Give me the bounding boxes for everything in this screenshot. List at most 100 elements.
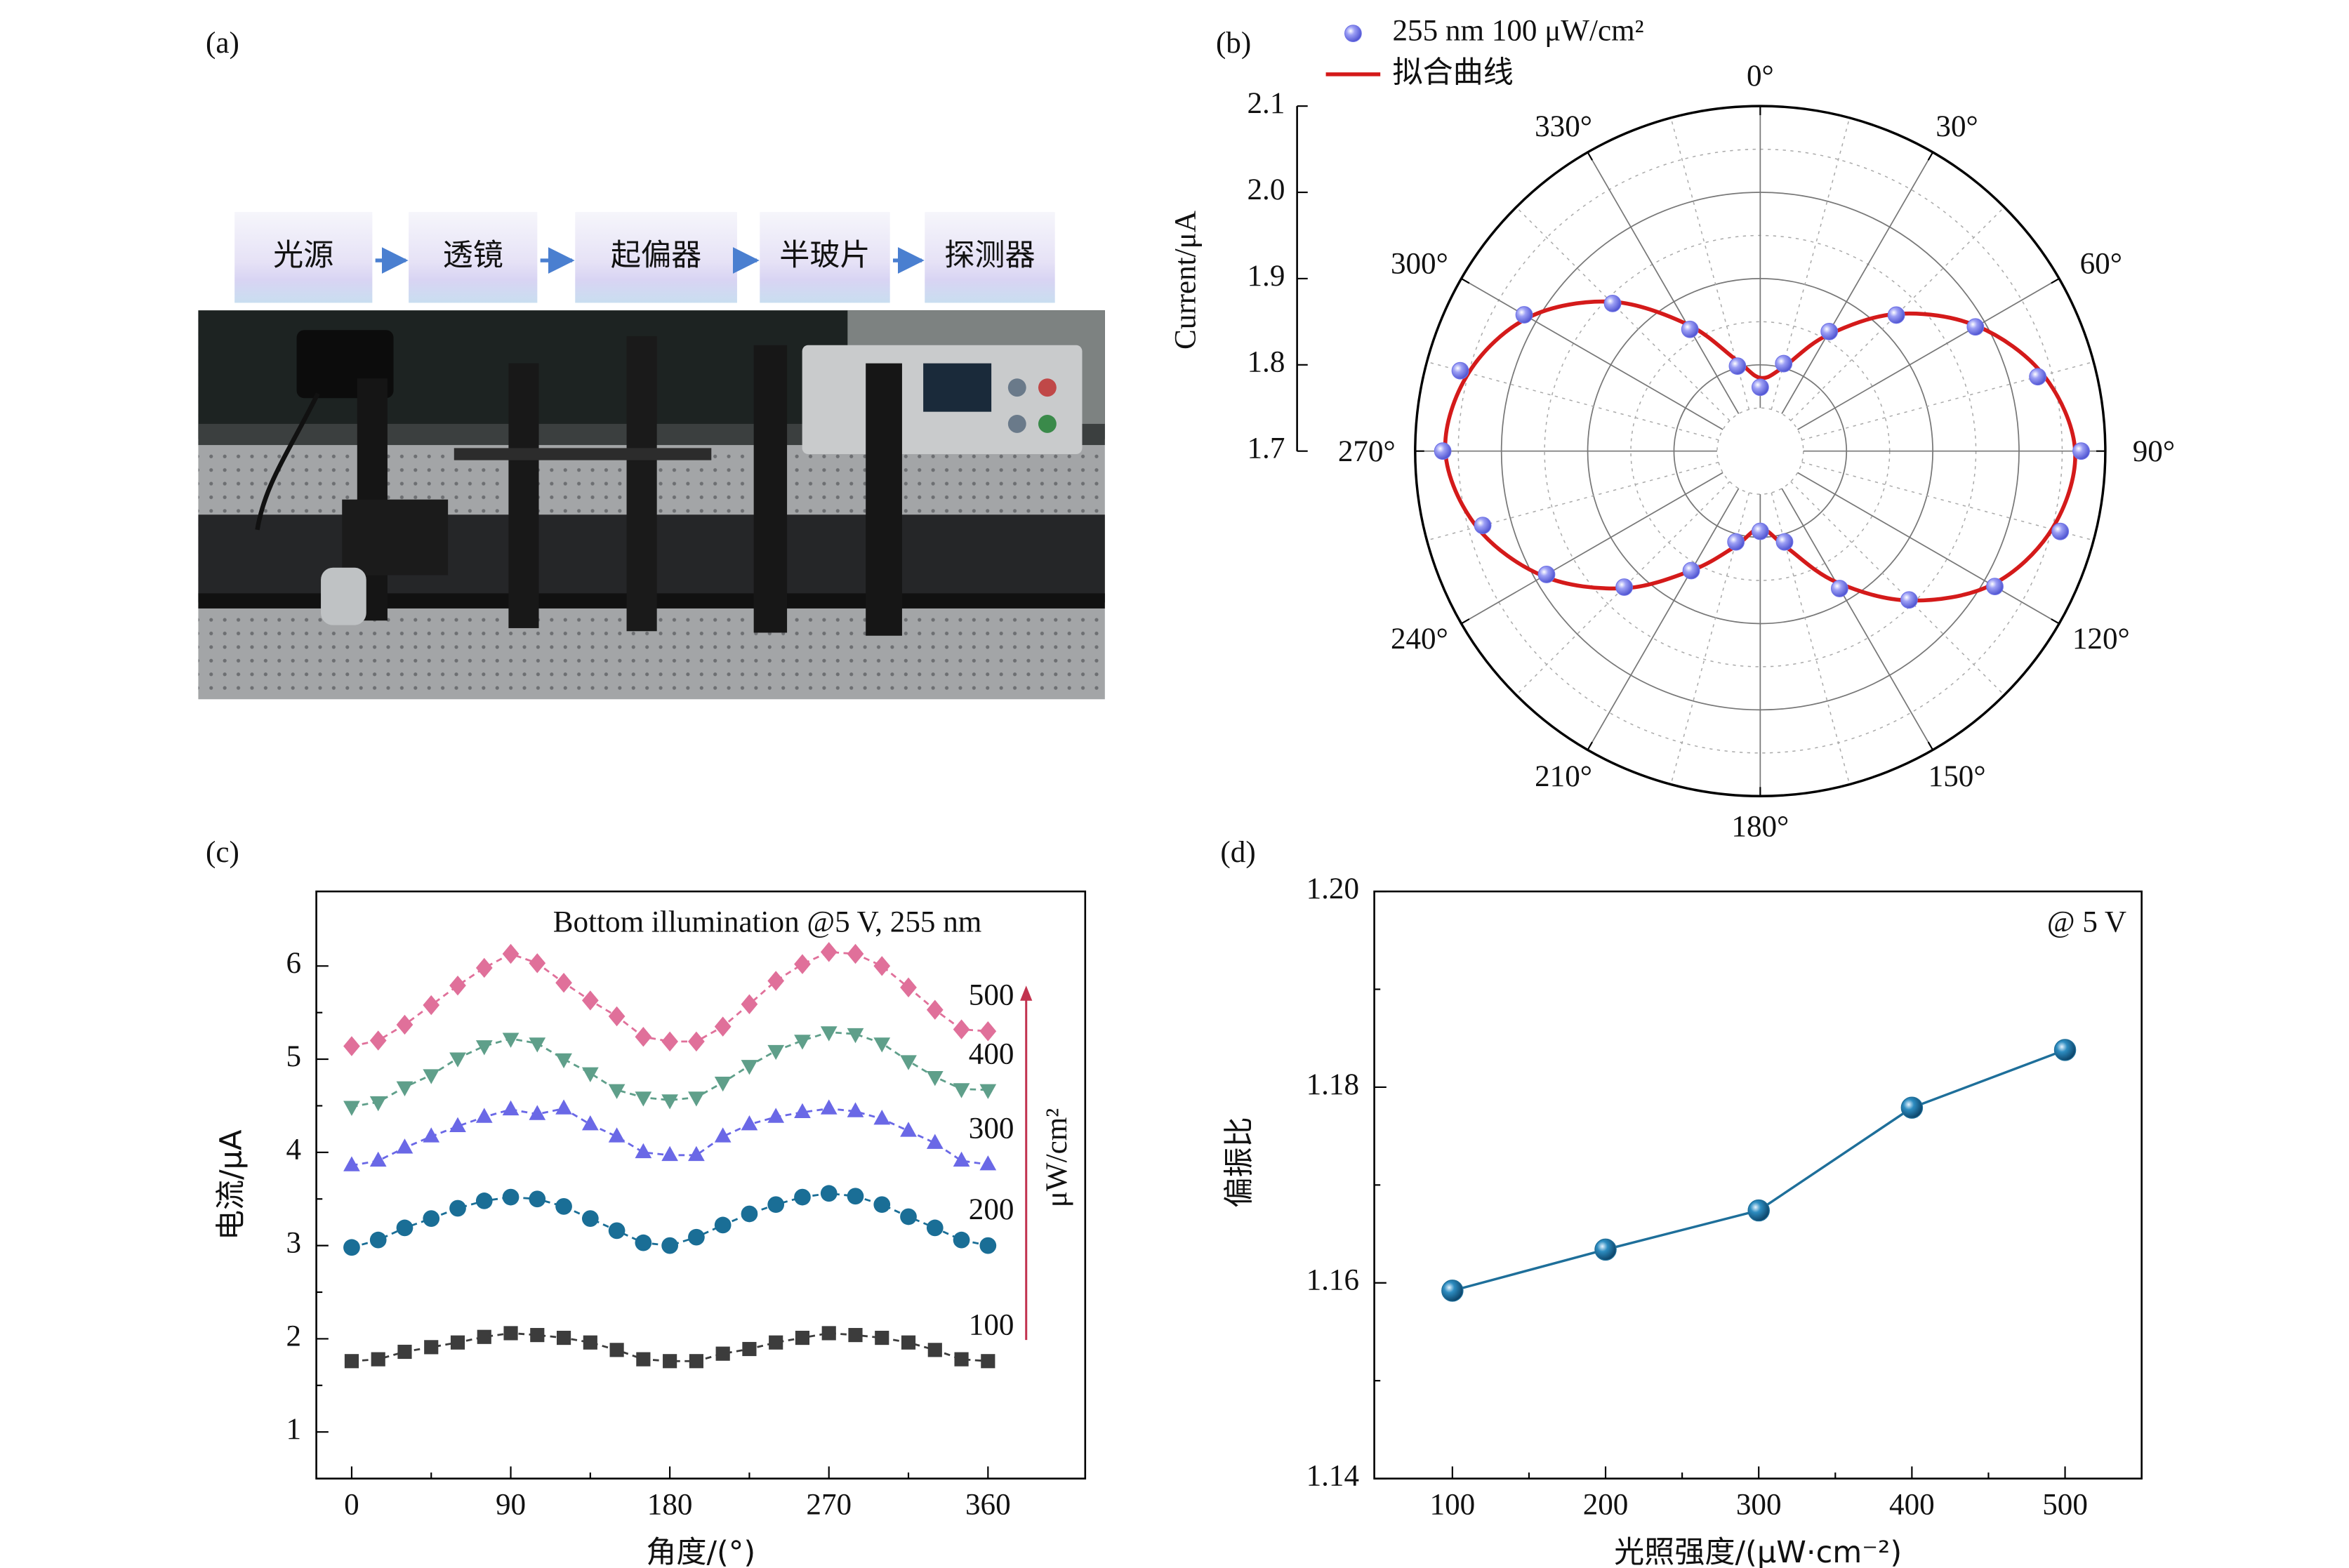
marker: [661, 1031, 678, 1052]
line-chart: (d) 100 200 300 400 500 1.14 1.16 1.18 1.20 光照强度/(…: [1220, 836, 2143, 1568]
theta-tick-label: 270°: [1338, 435, 1396, 468]
marker: [556, 1330, 571, 1346]
marker: [635, 1026, 652, 1047]
theta-tick-label: 90°: [2133, 435, 2175, 468]
marker: [1441, 1280, 1464, 1302]
panel-label: (d): [1220, 836, 1255, 869]
grid-spoke: [1781, 488, 1933, 750]
theta-tick-label: 180°: [1731, 811, 1789, 844]
minor-spoke: [1427, 461, 1719, 541]
marker: [502, 1100, 520, 1116]
marker: [477, 1329, 491, 1344]
marker: [821, 1326, 836, 1341]
marker: [423, 1069, 440, 1084]
radial-tick-label: 1.8: [1247, 346, 1285, 379]
marker: [475, 1108, 493, 1123]
marker: [661, 1094, 678, 1110]
marker: [635, 1234, 652, 1251]
marker: [847, 1102, 864, 1117]
radial-tick-label: 1.7: [1247, 432, 1285, 465]
grid-spoke: [1587, 488, 1740, 750]
x-tick-label: 500: [2042, 1488, 2088, 1521]
marker: [396, 1138, 413, 1154]
marker: [926, 1134, 944, 1149]
plot-frame: [1373, 890, 2143, 1480]
marker: [663, 1354, 677, 1369]
annotation: Bottom illumination @5 V, 255 nm: [553, 905, 982, 938]
data-point: [1775, 533, 1794, 551]
marker: [954, 1352, 969, 1367]
marker: [502, 943, 520, 964]
minor-spoke: [1771, 492, 1851, 785]
data-point: [1537, 566, 1556, 583]
radial-tick-label: 1.9: [1247, 260, 1285, 293]
step-label: 探测器: [944, 238, 1035, 273]
data-point: [1515, 306, 1533, 324]
data-point: [1831, 580, 1848, 597]
plot-frame: [315, 890, 1087, 1480]
marker: [875, 1330, 889, 1346]
marker: [529, 1037, 546, 1053]
marker: [502, 1032, 520, 1048]
grid-spoke: [1461, 472, 1723, 625]
grid-spoke: [1461, 278, 1723, 430]
marker: [714, 1216, 732, 1234]
data-point: [1751, 378, 1769, 397]
marker: [900, 1055, 917, 1070]
step-box: [409, 212, 538, 303]
marker: [794, 1103, 811, 1119]
marker: [847, 1028, 864, 1044]
series-label: 500: [969, 979, 1014, 1012]
marker: [794, 1035, 811, 1050]
marker: [369, 1096, 387, 1112]
data-point: [1615, 578, 1633, 596]
marker: [979, 1021, 997, 1042]
data-point: [1681, 320, 1699, 338]
marker: [636, 1352, 651, 1367]
x-axis-title: 角度/(°): [646, 1535, 755, 1568]
data-point: [1603, 295, 1622, 312]
series-label: 100: [969, 1309, 1014, 1342]
theta-tick: [1927, 741, 1934, 750]
theta-tick: [2051, 277, 2060, 284]
marker: [529, 1105, 546, 1120]
radial-tick-label: 2.1: [1247, 87, 1285, 120]
step-label: 透镜: [443, 238, 503, 273]
marker: [689, 1354, 703, 1369]
legend-label: 255 nm 100 μW/cm²: [1392, 15, 1643, 48]
marker: [715, 1346, 730, 1361]
marker: [926, 999, 944, 1020]
marker: [741, 994, 758, 1014]
marker: [449, 1052, 466, 1068]
minor-spoke: [1516, 206, 1731, 421]
data-point: [1728, 357, 1747, 376]
minor-spoke: [1516, 481, 1731, 696]
x-tick-label: 90: [496, 1488, 526, 1521]
marker: [635, 1143, 652, 1159]
marker: [555, 1053, 572, 1069]
marker: [953, 1083, 970, 1098]
data-point: [1474, 517, 1492, 535]
polar-chart: (b) 0° 30° 60° 90° 120° 150° 180° 210° 240° 270° 30…: [1169, 15, 2175, 844]
marker: [635, 1091, 652, 1107]
data-point: [1682, 562, 1700, 580]
marker: [449, 975, 466, 996]
x-tick-label: 270: [806, 1488, 852, 1521]
data-point: [1820, 323, 1839, 340]
marker: [1900, 1096, 1924, 1119]
marker: [714, 1127, 732, 1143]
marker: [688, 1228, 705, 1246]
step-box: [234, 212, 373, 303]
marker: [714, 1016, 732, 1037]
grid-spoke: [1797, 472, 2060, 625]
marker: [873, 1196, 891, 1214]
y-axis-title: 偏振比: [1222, 1117, 1257, 1207]
marker: [371, 1352, 385, 1367]
panel-label: (b): [1216, 27, 1251, 60]
theta-tick-label: 300°: [1391, 248, 1448, 281]
panel-label: (c): [206, 836, 239, 869]
minor-spoke: [1801, 361, 2094, 441]
marker: [901, 1335, 916, 1350]
marker: [741, 1060, 758, 1075]
marker: [343, 1156, 360, 1171]
